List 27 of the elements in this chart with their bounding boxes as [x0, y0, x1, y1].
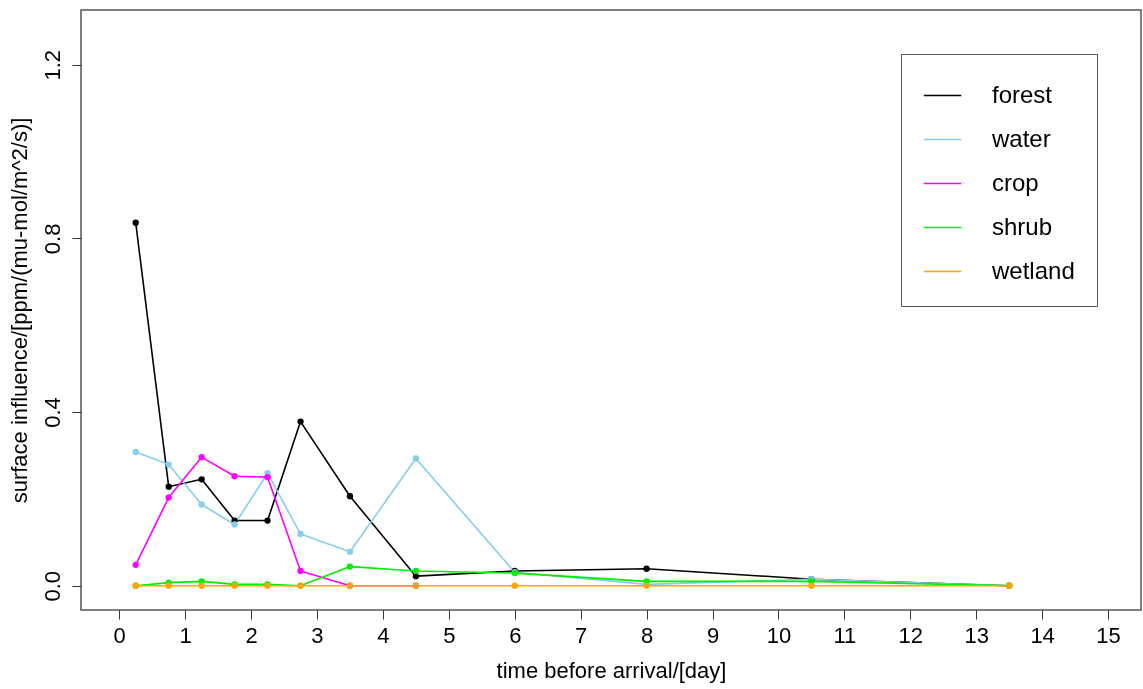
legend-label: forest: [992, 80, 1053, 108]
legend-label: water: [991, 124, 1051, 152]
x-tick-label: 8: [640, 622, 654, 648]
x-tick-label: 13: [964, 622, 989, 648]
x-tick-label: 12: [898, 622, 924, 648]
x-axis-title: time before arrival/[day]: [496, 657, 727, 683]
x-tick-label: 7: [575, 622, 588, 648]
x-tick-label: 0: [113, 622, 126, 648]
x-tick-label: 11: [833, 622, 857, 648]
legend-label: shrub: [992, 212, 1053, 240]
x-tick-label: 9: [706, 622, 720, 648]
legend-label: crop: [992, 168, 1039, 196]
y-tick-label: 1.2: [39, 49, 65, 81]
x-tick-label: 3: [311, 622, 324, 648]
x-tick-label: 1: [179, 622, 192, 648]
x-tick-label: 14: [1030, 622, 1055, 648]
y-axis-title: surface influence/[ppm/(mu-mol/m^2/s)]: [6, 117, 32, 504]
x-tick-label: 10: [766, 622, 792, 648]
x-tick-label: 4: [377, 622, 390, 648]
y-tick-label: 0.4: [39, 397, 65, 428]
y-tick-label: 0.8: [39, 223, 65, 255]
x-tick-label: 2: [245, 622, 258, 648]
x-tick-label: 15: [1096, 622, 1121, 648]
x-tick-label: 6: [509, 622, 522, 648]
x-tick-label: 5: [443, 622, 456, 648]
legend-label: wetland: [991, 256, 1075, 284]
y-tick-label: 0.0: [39, 570, 65, 602]
